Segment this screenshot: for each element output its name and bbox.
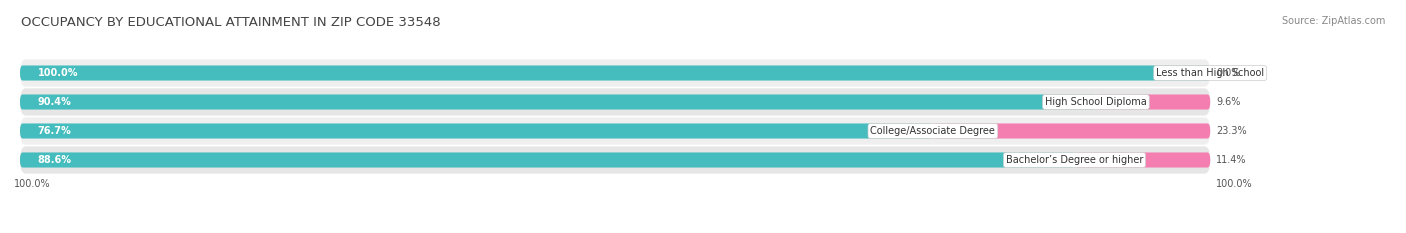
Text: Less than High School: Less than High School bbox=[1156, 68, 1264, 78]
Text: 76.7%: 76.7% bbox=[38, 126, 72, 136]
Text: 11.4%: 11.4% bbox=[1216, 155, 1247, 165]
Text: 100.0%: 100.0% bbox=[38, 68, 79, 78]
FancyBboxPatch shape bbox=[20, 152, 1074, 168]
FancyBboxPatch shape bbox=[934, 123, 1211, 139]
FancyBboxPatch shape bbox=[20, 65, 1211, 81]
Text: 0.0%: 0.0% bbox=[1216, 68, 1240, 78]
Text: College/Associate Degree: College/Associate Degree bbox=[870, 126, 995, 136]
Text: OCCUPANCY BY EDUCATIONAL ATTAINMENT IN ZIP CODE 33548: OCCUPANCY BY EDUCATIONAL ATTAINMENT IN Z… bbox=[21, 16, 440, 29]
Text: 23.3%: 23.3% bbox=[1216, 126, 1247, 136]
FancyBboxPatch shape bbox=[20, 123, 934, 139]
Text: 88.6%: 88.6% bbox=[38, 155, 72, 165]
FancyBboxPatch shape bbox=[1074, 152, 1211, 168]
FancyBboxPatch shape bbox=[1095, 94, 1211, 110]
FancyBboxPatch shape bbox=[20, 94, 1095, 110]
FancyBboxPatch shape bbox=[20, 88, 1211, 116]
Text: 90.4%: 90.4% bbox=[38, 97, 72, 107]
FancyBboxPatch shape bbox=[20, 59, 1211, 87]
Text: Source: ZipAtlas.com: Source: ZipAtlas.com bbox=[1281, 16, 1385, 26]
FancyBboxPatch shape bbox=[20, 117, 1211, 145]
Text: 100.0%: 100.0% bbox=[1216, 179, 1253, 189]
Text: High School Diploma: High School Diploma bbox=[1045, 97, 1147, 107]
Text: Bachelor’s Degree or higher: Bachelor’s Degree or higher bbox=[1005, 155, 1143, 165]
Text: 9.6%: 9.6% bbox=[1216, 97, 1240, 107]
FancyBboxPatch shape bbox=[20, 146, 1211, 174]
Text: 100.0%: 100.0% bbox=[14, 179, 51, 189]
Legend: Owner-occupied, Renter-occupied: Owner-occupied, Renter-occupied bbox=[482, 230, 697, 233]
